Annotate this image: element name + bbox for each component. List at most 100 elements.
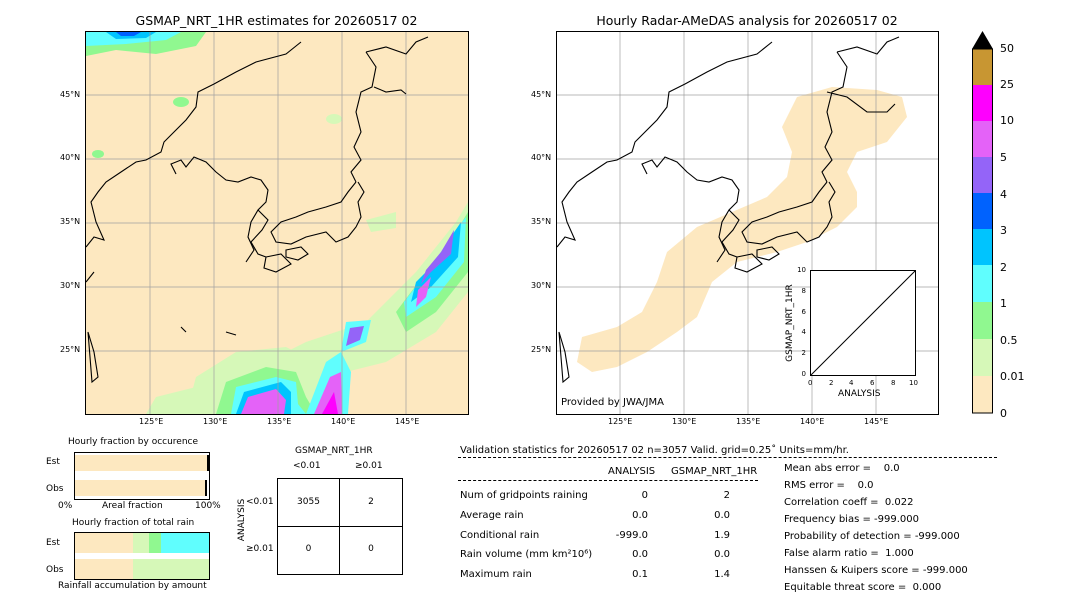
score-line: Probability of detection = -999.000 [784,531,960,542]
colorbar-label: 0.01 [1000,370,1025,383]
validation-analysis-value: 0.1 [632,569,648,580]
scatter-ytick: 10 [797,266,806,274]
occurrence-axis-label: Areal fraction [102,501,163,511]
contingency-title: GSMAP_NRT_1HR [295,446,373,456]
left-lat-label: 35°N [60,217,81,226]
validation-row-label: Num of gridpoints raining [460,490,588,501]
score-line: Hanssen & Kuipers score = -999.000 [784,565,968,576]
total-obs-seg [133,559,209,579]
occurrence-title: Hourly fraction by occurence [68,437,199,447]
left-coastlines [86,36,429,384]
colorbar-label: 0.5 [1000,334,1018,347]
left-lat-label: 25°N [60,345,81,354]
validation-analysis-value: 0 [641,490,648,501]
validation-subdivider [458,480,758,481]
right-coastlines [557,36,900,384]
colorbar-label: 50 [1000,42,1014,55]
validation-header: Validation statistics for 20260517 02 n=… [460,445,849,456]
right-lat-label: 45°N [531,90,552,99]
total-est-seg [149,533,161,553]
contingency-cell: 0 [368,544,374,554]
validation-gsmap-value: 0.0 [714,549,730,560]
validation-divider [458,457,997,458]
score-line: Frequency bias = -999.000 [784,514,919,525]
contingency-table: 3055 2 0 0 [277,478,403,575]
left-map-title: GSMAP_NRT_1HR estimates for 20260517 02 [135,13,418,28]
scatter-ytick: 8 [801,287,806,295]
validation-analysis-value: -999.0 [615,530,648,541]
scatter-xtick: 0 [808,379,813,387]
occurrence-row-label: Obs [46,484,64,494]
colorbar [972,31,996,419]
right-lon-label: 125°E [608,417,633,426]
total-est-seg [133,533,149,553]
total-est-seg [161,533,209,553]
right-lon-label: 145°E [864,417,889,426]
occurrence-obs-bar [75,480,207,496]
scatter-xtick: 2 [829,379,834,387]
score-line: Correlation coeff = 0.022 [784,497,914,508]
contingency-cell: 0 [305,544,312,554]
scatter-xtick: 4 [849,379,854,387]
scatter-diagonal [810,270,916,376]
right-map-canvas [557,32,938,414]
score-line: RMS error = 0.0 [784,480,874,491]
score-line: False alarm ratio = 1.000 [784,548,914,559]
contingency-col-header: ≥0.01 [355,461,383,471]
total-rain-footer: Rainfall accumulation by amount [58,581,207,591]
right-lat-label: 40°N [531,153,552,162]
total-est-seg [75,533,133,553]
left-map-canvas [86,32,468,414]
occurrence-est-bar [75,455,209,471]
total-rain-chart [74,532,210,580]
total-rain-row-label: Obs [46,565,64,575]
right-lon-label: 140°E [800,417,825,426]
left-lon-label: 135°E [267,417,292,426]
contingency-cell: 2 [368,497,374,507]
validation-gsmap-value: 1.4 [714,569,730,580]
radar-coverage [577,87,907,372]
colorbar-label: 3 [1000,224,1007,237]
validation-row-label: Conditional rain [460,530,540,541]
total-rain-title: Hourly fraction of total rain [72,518,195,528]
validation-gsmap-value: 2 [723,490,730,501]
colorbar-label: 1 [1000,297,1007,310]
right-lat-label: 25°N [531,345,552,354]
colorbar-label: 4 [1000,188,1007,201]
total-rain-row-label: Est [46,538,60,548]
validation-row-label: Maximum rain [460,569,532,580]
total-obs-seg [75,559,133,579]
radar-credit: Provided by JWA/JMA [561,397,664,408]
scatter-inset [810,270,916,376]
occurrence-axis-min: 0% [58,501,73,511]
scatter-ytick: 0 [801,370,806,378]
scatter-ytick: 2 [801,349,806,357]
colorbar-label: 0 [1000,407,1007,420]
left-map-grid [86,32,468,414]
right-lon-label: 135°E [736,417,761,426]
validation-row-label: Rain volume (mm km²10⁶) [460,549,593,560]
contingency-cell: 3055 [297,497,320,507]
validation-analysis-value: 0.0 [632,549,648,560]
contingency-col-header: <0.01 [293,461,321,471]
contingency-row-header: ≥0.01 [246,544,274,554]
validation-col-analysis: ANALYSIS [608,466,656,477]
validation-gsmap-value: 1.9 [714,530,730,541]
colorbar-label: 25 [1000,78,1014,91]
scatter-xtick: 8 [891,379,896,387]
scatter-ytick: 4 [801,328,806,336]
left-map [85,31,469,415]
scatter-xlabel: ANALYSIS [838,389,881,399]
validation-analysis-value: 0.0 [632,510,648,521]
right-lat-label: 35°N [531,217,552,226]
score-line: Mean abs error = 0.0 [784,463,900,474]
scatter-xtick: 10 [909,379,918,387]
score-line: Equitable threat score = 0.000 [784,582,942,593]
contingency-row-header: <0.01 [246,497,274,507]
left-lon-label: 125°E [139,417,164,426]
occurrence-row-label: Est [46,457,60,467]
colorbar-label: 2 [1000,261,1007,274]
scatter-ytick: 6 [801,308,806,316]
right-lat-label: 30°N [531,281,552,290]
occurrence-chart [74,452,210,500]
